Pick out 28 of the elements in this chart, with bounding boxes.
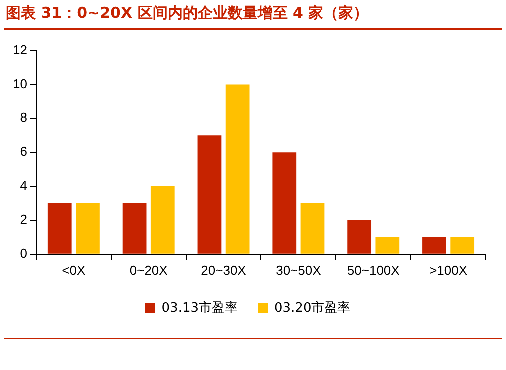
bar <box>300 204 325 254</box>
x-tick-label: 20~30X <box>201 262 247 278</box>
x-tick-label: 50~100X <box>347 262 400 278</box>
bar <box>226 84 250 254</box>
y-tick-label: 4 <box>20 178 28 194</box>
x-tick-label: 0~20X <box>130 262 168 278</box>
bar <box>122 204 147 254</box>
bar <box>198 136 222 254</box>
bar <box>76 204 100 254</box>
y-tick-label: 6 <box>20 144 28 160</box>
x-tick-label: <0X <box>62 262 86 278</box>
bar <box>450 237 475 254</box>
bar <box>422 237 446 254</box>
y-tick-label: 8 <box>20 110 28 126</box>
y-tick-label: 10 <box>12 76 28 92</box>
chart-title: 图表 31：0~20X 区间内的企业数量增至 4 家（家） <box>6 4 369 23</box>
y-tick-label: 0 <box>20 246 28 261</box>
bar <box>348 220 372 254</box>
bar <box>272 152 297 254</box>
x-tick-label: 30~50X <box>276 262 322 278</box>
bar <box>150 186 175 254</box>
bar <box>376 237 400 254</box>
y-tick-label: 12 <box>12 42 28 58</box>
y-tick-label: 2 <box>20 212 28 228</box>
legend-label: 03.13市盈率 <box>162 300 238 316</box>
bar <box>48 204 72 254</box>
x-tick-label: >100X <box>430 262 468 278</box>
legend-label: 03.20市盈率 <box>274 300 351 316</box>
